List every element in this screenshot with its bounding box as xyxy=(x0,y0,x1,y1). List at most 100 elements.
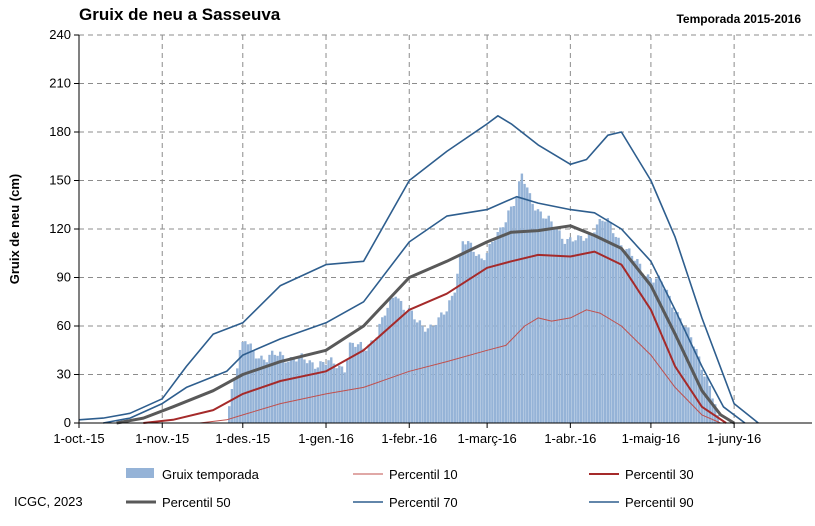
snow-bar xyxy=(238,349,242,423)
snow-bar xyxy=(437,317,440,423)
snow-bar xyxy=(499,227,502,423)
snow-bar xyxy=(614,236,618,423)
snow-bar xyxy=(547,215,550,423)
snow-bar xyxy=(373,341,376,423)
snow-bar xyxy=(571,241,575,423)
snow-bar xyxy=(418,320,422,423)
snow-bar xyxy=(281,355,285,423)
snow-bar xyxy=(668,295,671,423)
snow-bar xyxy=(681,326,685,423)
snow-bar xyxy=(625,249,628,423)
snow-bar xyxy=(268,354,271,423)
snow-bar xyxy=(566,239,569,423)
snow-bar xyxy=(292,359,295,423)
snow-bar xyxy=(582,240,585,423)
x-tick-label: 1-març-16 xyxy=(457,431,516,446)
snow-bar xyxy=(260,355,263,423)
snow-bar xyxy=(493,240,497,423)
x-tick-label: 1-des.-15 xyxy=(215,431,270,446)
snow-bar xyxy=(636,259,639,423)
snow-bar xyxy=(375,337,379,423)
y-tick-label: 150 xyxy=(49,173,71,188)
snow-bar xyxy=(442,314,446,423)
snow-bar xyxy=(598,219,601,423)
snow-bar xyxy=(421,325,424,423)
snow-bar xyxy=(407,308,411,423)
snow-bar xyxy=(708,385,712,423)
snow-bar xyxy=(236,368,239,423)
snow-bar xyxy=(287,361,290,423)
snow-bar xyxy=(351,342,354,423)
snow-bar xyxy=(491,241,494,423)
snow-bar xyxy=(458,253,462,423)
snow-bar xyxy=(340,366,344,423)
snow-bar xyxy=(603,221,607,423)
percentile-line xyxy=(103,195,746,424)
snow-bar xyxy=(378,323,381,423)
snow-bar xyxy=(689,337,693,423)
snow-bar xyxy=(657,275,661,423)
snow-bar xyxy=(652,282,655,423)
snow-bar xyxy=(461,241,465,423)
snow-bar xyxy=(622,251,626,423)
x-tick-label: 1-nov.-15 xyxy=(135,431,189,446)
snow-bar xyxy=(585,238,588,423)
snow-bar xyxy=(448,300,451,423)
axes: 0 30 60 90 120 150 180 210 240 1-oct.-15 1-nov.-15… xyxy=(49,27,812,446)
snow-bar xyxy=(611,233,615,423)
snow-bar xyxy=(445,311,448,423)
snow-bar xyxy=(230,389,234,423)
snow-bar xyxy=(450,295,454,423)
snow-bar xyxy=(687,327,690,423)
snow-bar xyxy=(311,362,314,423)
snow-bar xyxy=(539,211,542,423)
snow-bar xyxy=(512,206,516,423)
snow-bar xyxy=(249,343,252,423)
y-tick-label: 210 xyxy=(49,76,71,91)
x-tick-label: 1-juny-16 xyxy=(707,431,761,446)
grid xyxy=(79,34,812,423)
snow-bar xyxy=(684,326,687,423)
snow-bar xyxy=(284,362,287,423)
snow-bar xyxy=(434,324,438,423)
snow-bar xyxy=(552,228,556,423)
snow-bar xyxy=(381,317,384,423)
snow-bar xyxy=(246,344,250,423)
snow-bar xyxy=(555,229,559,423)
snow-bar xyxy=(480,258,483,423)
snow-bar xyxy=(330,357,333,423)
snow-bar xyxy=(464,244,467,423)
season-bars xyxy=(228,173,720,423)
snow-bar xyxy=(415,322,419,423)
snow-bar xyxy=(517,181,521,423)
snow-bar xyxy=(665,289,669,423)
snow-bar xyxy=(370,340,373,423)
snow-bar xyxy=(697,356,701,423)
snow-bar xyxy=(593,232,596,423)
snow-bar xyxy=(276,355,279,423)
snow-bar xyxy=(265,362,269,423)
snow-bar xyxy=(504,222,507,423)
snow-bar xyxy=(389,298,392,423)
y-tick-label: 120 xyxy=(49,221,71,236)
snow-bar xyxy=(569,237,572,423)
snow-bar xyxy=(628,248,631,423)
snow-bar xyxy=(405,312,408,423)
snow-bar xyxy=(641,273,644,423)
snow-bar xyxy=(348,342,352,423)
x-tick-label: 1-maig-16 xyxy=(622,431,681,446)
x-tick-label: 1-abr.-16 xyxy=(544,431,596,446)
y-tick-label: 0 xyxy=(64,415,71,430)
snow-bar xyxy=(601,220,604,423)
snow-bar xyxy=(713,404,717,423)
snow-bar xyxy=(542,218,545,423)
snow-bar xyxy=(550,221,553,423)
snow-bar xyxy=(477,254,481,423)
snow-bar xyxy=(397,298,400,423)
snow-bar xyxy=(711,398,714,423)
snow-bar xyxy=(297,356,301,423)
snow-bar xyxy=(233,378,236,423)
snow-bar xyxy=(485,253,489,423)
x-tick-label: 1-gen.-16 xyxy=(298,431,354,446)
snow-bar xyxy=(520,173,524,423)
